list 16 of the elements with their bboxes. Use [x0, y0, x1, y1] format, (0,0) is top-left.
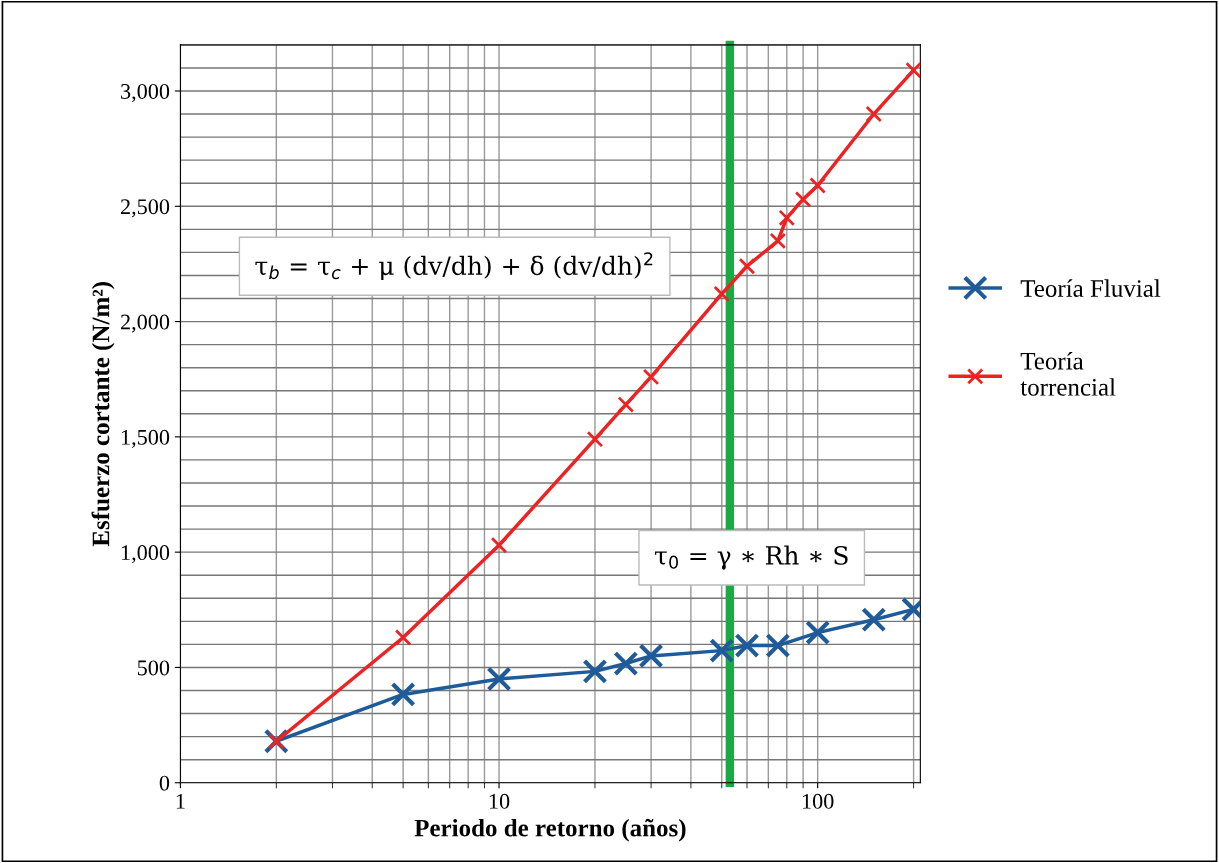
legend-label: Teoría torrencial — [1020, 351, 1116, 396]
annotation: τ$_{b}$ = τ$_{c}$ + μ (dv/dh) + δ (dv/dh)$^{2}$ — [255, 252, 653, 280]
x-tick-label: 1 — [176, 793, 185, 809]
y-tick-label: 500 — [137, 660, 170, 676]
y-tick-label: 3,000 — [121, 83, 170, 103]
x-tick-label: 10 — [489, 793, 510, 809]
x-tick-label: 100 — [802, 793, 834, 809]
annotation: τ$_{0}$ = γ ∗ Rh ∗ S — [654, 545, 848, 570]
y-tick-label: 1,000 — [121, 545, 170, 564]
y-tick-label: 0 — [159, 775, 170, 791]
y-tick-label: 1,500 — [121, 429, 170, 448]
legend-label: Teoría Fluvial — [1020, 279, 1161, 297]
x-axis-title: Periodo de retorno (años) — [414, 818, 686, 842]
y-axis-title: Esfuerzo cortante (N/m²) — [91, 282, 115, 547]
y-tick-label: 2,500 — [120, 199, 170, 218]
y-tick-label: 2,000 — [120, 314, 170, 333]
